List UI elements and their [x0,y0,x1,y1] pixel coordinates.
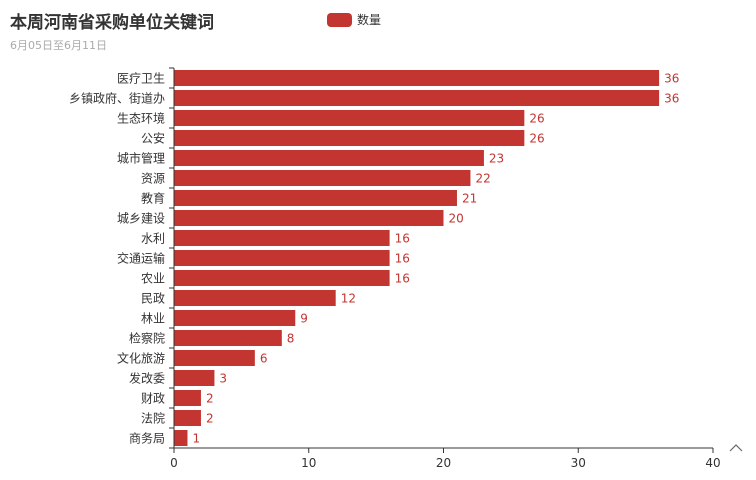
x-tick-label: 40 [705,456,720,470]
bar[interactable] [174,410,201,426]
y-tick-label: 水利 [141,232,165,246]
y-tick-label: 城乡建设 [117,212,165,226]
bar-value-label: 16 [395,232,410,246]
y-tick-label: 农业 [141,272,165,286]
chart-title: 本周河南省采购单位关键词 [10,13,214,33]
bar-value-label: 1 [192,432,200,446]
bar[interactable] [174,190,457,206]
bar[interactable] [174,110,525,126]
bar[interactable] [174,170,471,186]
y-tick-label: 文化旅游 [117,351,165,366]
bar[interactable] [174,210,444,226]
bar-value-label: 12 [341,292,356,306]
x-tick-label: 10 [301,456,316,470]
bar[interactable] [174,70,660,86]
bar[interactable] [174,350,255,366]
legend-label: 数量 [357,13,382,27]
bar-value-label: 3 [219,372,227,386]
y-tick-label: 公安 [141,131,165,146]
y-axis-labels: 医疗卫生乡镇政府、街道办生态环境公安城市管理资源教育城乡建设水利交通运输农业民政… [69,72,165,446]
y-tick-label: 生态环境 [117,111,165,126]
bar[interactable] [174,390,201,406]
bar-value-label: 23 [489,152,504,166]
chevron-up-icon[interactable] [729,444,743,452]
bar[interactable] [174,230,390,246]
bar-value-label: 20 [449,212,464,226]
bar[interactable] [174,150,484,166]
bar[interactable] [174,370,215,386]
bar-value-label: 26 [529,132,544,146]
bar-value-label: 9 [300,312,308,326]
bar-value-label: 36 [664,92,679,106]
bar[interactable] [174,290,336,306]
bars-group [174,70,660,446]
bar-value-label: 8 [287,332,295,346]
y-tick-label: 检察院 [129,331,165,346]
y-tick-label: 乡镇政府、街道办 [69,91,165,106]
y-tick-label: 城市管理 [117,151,165,166]
y-tick-label: 商务局 [129,431,165,446]
bar-value-label: 21 [462,192,477,206]
y-tick-label: 发改委 [129,371,165,386]
y-tick-label: 财政 [141,392,165,406]
bar-value-label: 36 [664,72,679,86]
bar-value-label: 16 [395,252,410,266]
y-tick-label: 教育 [141,191,165,206]
bar-value-label: 6 [260,352,268,366]
x-tick-label: 0 [170,456,178,470]
bar-value-label: 2 [206,412,214,426]
y-tick-label: 民政 [141,292,165,306]
x-axis-labels: 0 10 20 30 40 [170,456,720,470]
y-tick-label: 林业 [141,312,165,326]
y-tick-label: 法院 [141,412,165,426]
legend-swatch [327,12,352,27]
bar-value-label: 22 [475,172,490,186]
tick-marks [169,67,714,453]
y-tick-label: 资源 [141,172,165,186]
chart-subtitle: 6月05日至6月11日 [10,39,107,52]
legend-item[interactable]: 数量 [327,11,381,28]
bar-value-label: 16 [395,272,410,286]
bar[interactable] [174,330,282,346]
bar[interactable] [174,250,390,266]
x-tick-label: 20 [436,456,451,470]
bar[interactable] [174,430,188,446]
bar-value-label: 26 [529,112,544,126]
bar[interactable] [174,130,525,146]
x-tick-label: 30 [571,456,586,470]
bar[interactable] [174,90,660,106]
y-tick-label: 交通运输 [117,251,165,266]
y-tick-label: 医疗卫生 [117,72,165,86]
bar-value-label: 2 [206,392,214,406]
bar[interactable] [174,270,390,286]
bar[interactable] [174,310,296,326]
